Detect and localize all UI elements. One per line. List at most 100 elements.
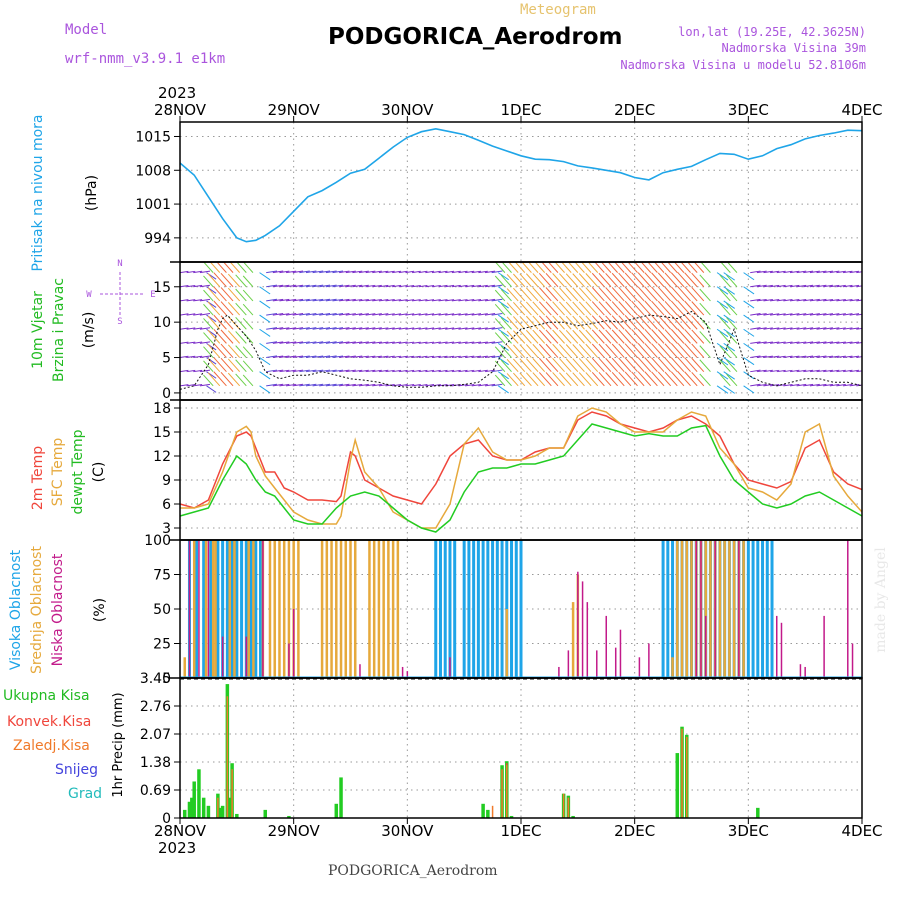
wind-barb [829,369,840,373]
wind-barb [279,383,290,387]
wind-barb [699,345,711,358]
wind-barb [605,301,618,316]
wind-barb [644,314,658,330]
wind-barb [829,383,840,387]
y-tick-label: 15 [153,280,171,296]
wind-barb [552,301,565,316]
wind-barb [525,329,539,344]
wind-barb [631,300,645,316]
wind-barb [497,272,509,281]
wind-barb [203,332,214,344]
wind-barb [279,369,290,373]
wind-barb [770,369,780,373]
wind-barb [618,301,632,316]
wind-barb [418,355,428,359]
wind-barb [216,262,227,273]
wind-barb [816,355,827,359]
wind-barb [358,355,369,359]
wind-barb [506,330,519,344]
low-cloud-bar [648,643,650,678]
wind-barb [438,313,448,316]
wind-barb [199,341,211,344]
high-cloud-bar [514,540,518,678]
wind-barb [532,315,546,330]
wind-barb [411,369,421,373]
wind-barb [497,357,509,366]
wind-barb [227,273,241,288]
wind-barb [842,284,853,288]
wind-barb [823,298,833,302]
wind-barb [829,341,840,344]
wind-barb [319,355,331,359]
wind-barb [637,272,652,288]
wind-barb [193,341,203,344]
wind-barb [332,270,344,274]
wind-barb [465,270,475,274]
wind-barb [491,284,503,288]
bottom-axis-label: 2DEC [614,822,655,840]
wind-barb [770,327,780,330]
high-cloud-bar [225,540,229,678]
wind-barb [699,274,711,288]
precip-legend-frozen: Zaledj.Kisa [13,738,90,754]
wind-barb [716,357,729,366]
wind-barb [545,343,559,358]
wind-barb [513,287,526,302]
wind-barb [180,270,189,274]
wind-barb [823,284,833,288]
wind-barb [180,369,189,373]
high-cloud-bar [434,540,438,678]
wind-barb [691,272,705,288]
wind-barb [445,270,455,274]
high-cloud-bar [495,540,499,678]
wind-barb [816,298,827,302]
wind-barb [227,372,241,387]
low-cloud-bar [558,666,560,678]
wind-barb [312,284,324,288]
low-cloud-bar [605,615,607,678]
wind-barb [670,286,685,302]
y-tick-label: 1015 [135,129,171,145]
compass-north: N [117,259,122,269]
wind-barb [611,301,625,316]
wind-barb [856,271,862,274]
wind-barb [213,286,227,302]
wind-barb [339,284,350,288]
wind-barb [345,298,356,302]
wind-barb [723,272,735,281]
frozen-precip-bar [491,805,494,818]
wind-barb [809,327,820,330]
wind-barb [631,343,645,358]
high-cloud-bar [443,540,447,678]
wind-barb [809,341,820,344]
wind-barb [207,287,221,302]
wind-barb [425,384,435,387]
wind-barb [332,355,344,359]
wind-barb [750,355,761,359]
y-tick-label: 5 [162,351,171,367]
wind-barb [471,313,482,316]
wind-barb [763,313,773,316]
wind-barb [605,372,618,387]
wind-barb [425,270,435,274]
wind-barb [849,327,860,330]
wind-barb [538,329,552,344]
wind-barb [484,327,496,330]
wind-barb [203,346,214,358]
bottom-axis-label: 4DEC [841,822,882,840]
wind-barb [372,298,382,302]
wind-barb [478,383,488,387]
wind-barb [572,329,585,344]
wind-barb [506,302,519,316]
mid-cloud-bar [268,540,272,678]
wind-barb [345,355,356,359]
wind-barb [266,341,278,344]
wind-barb [716,314,729,323]
wind-barb [803,270,814,274]
wind-barb [272,327,284,330]
wind-barb [829,355,840,359]
mid-cloud-bar [671,657,674,678]
wind-barb [614,262,625,273]
high-cloud-bar [195,540,199,678]
